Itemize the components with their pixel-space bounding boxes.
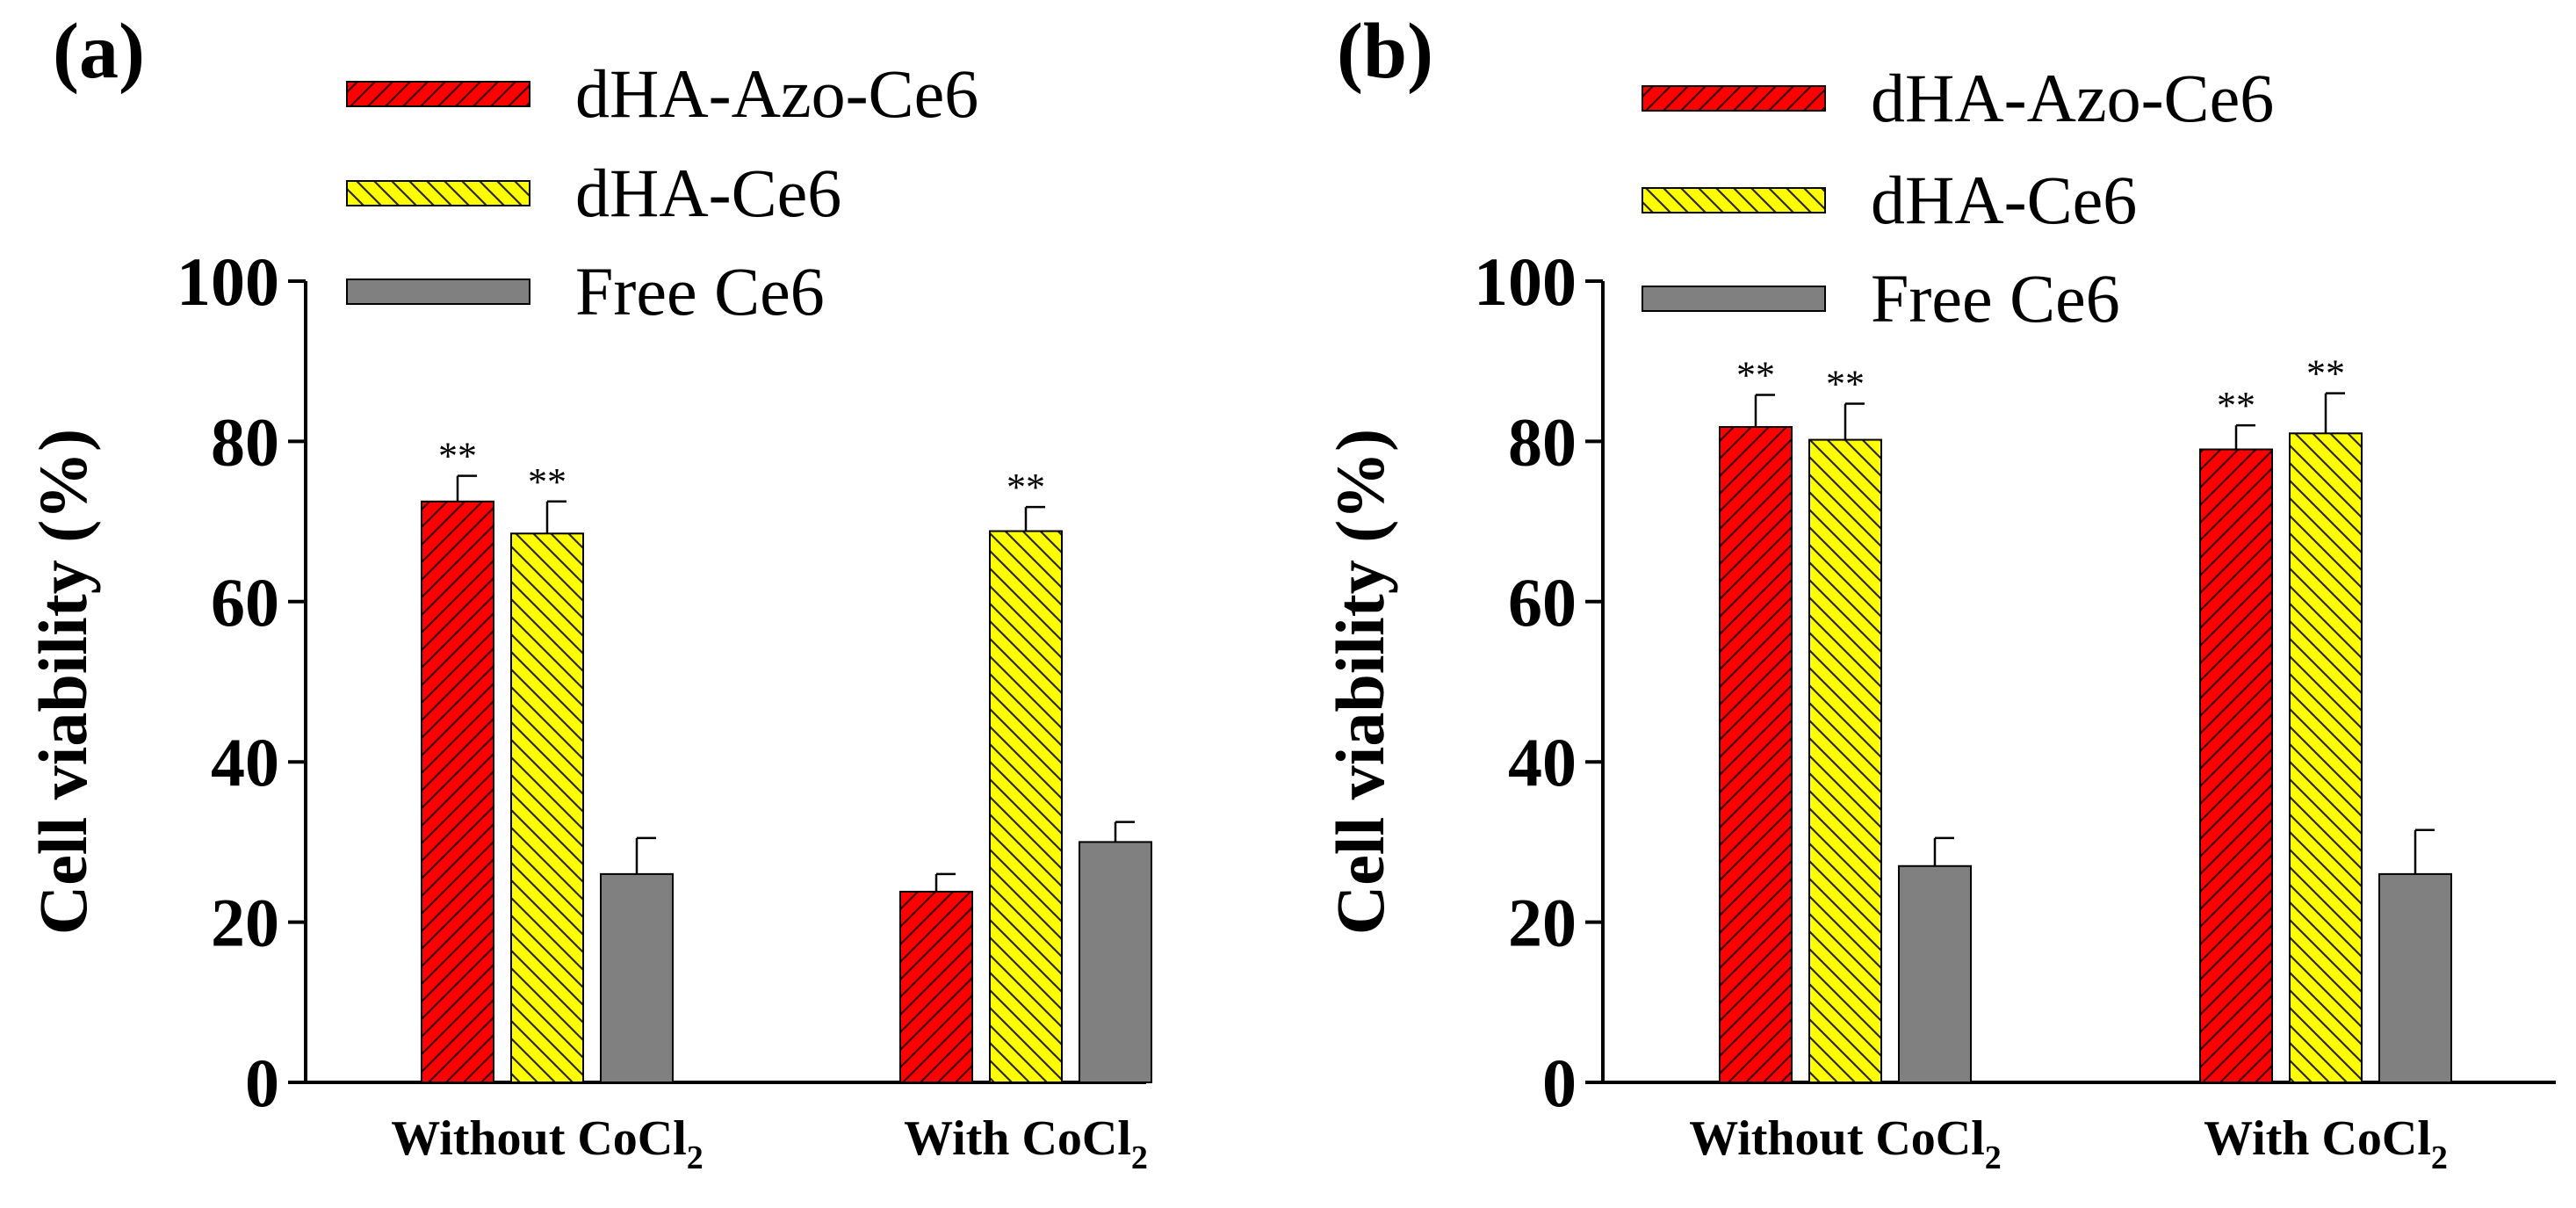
y-tick-label: 80 [1508,403,1577,480]
legend-label: dHA-Ce6 [1871,162,2137,238]
y-tick-label: 0 [1542,1045,1577,1121]
y-axis-label: Cell viability (%) [25,429,101,935]
legend-swatch-dha-ce6 [1642,187,1826,213]
panel-label: (a) [53,8,145,95]
significance-marker: ** [438,435,477,478]
chart-panel-a: (a) dHA-Azo-Ce6 dHA-Ce6 Free Ce6 0 20 40 60 80 10… [25,8,1152,1176]
legend-swatch-free-ce6 [1642,286,1826,312]
x-category-label: With CoCl2 [904,1111,1148,1176]
bar-dha-ce6 [510,532,584,1083]
bar-dha-azo-ce6 [899,890,973,1083]
category-label-main: With CoCl [2204,1111,2431,1166]
legend-swatch-dha-azo-ce6 [346,81,530,107]
bar-dha-ce6 [2289,432,2363,1083]
chart-panel-b: (b) dHA-Azo-Ce6 dHA-Ce6 Free Ce6 0 20 40 60 80 10… [1322,8,2556,1176]
legend-label: dHA-Azo-Ce6 [575,55,978,132]
y-tick-label: 40 [1508,724,1577,800]
bar-free-ce6 [1898,864,1972,1084]
y-tick-label: 20 [211,885,279,961]
y-axis-label: Cell viability (%) [1322,429,1398,935]
legend-label: Free Ce6 [575,253,825,329]
y-tick-label: 20 [1508,885,1577,961]
legend-swatch-free-ce6 [346,278,530,305]
legend-swatch-dha-ce6 [346,180,530,206]
x-category-label: Without CoCl2 [391,1111,704,1176]
y-tick-label: 0 [245,1045,279,1121]
panel-label: (b) [1337,8,1433,95]
bar-free-ce6 [2378,872,2452,1083]
legend-label: Free Ce6 [1871,260,2120,336]
significance-marker: ** [1736,354,1775,397]
category-label-subscript: 2 [1985,1139,2002,1176]
legend-swatch-dha-azo-ce6 [1642,85,1826,112]
legend-label: dHA-Ce6 [575,155,841,231]
bar-dha-azo-ce6 [421,500,494,1083]
bar-dha-azo-ce6 [2199,448,2273,1083]
bar-dha-ce6 [1808,438,1882,1083]
y-tick-label: 60 [211,564,279,640]
significance-marker: ** [1007,466,1045,509]
category-label-subscript: 2 [2431,1139,2448,1176]
significance-marker: ** [2306,352,2345,395]
category-label-main: Without CoCl [391,1111,687,1166]
y-tick-label: 40 [211,724,279,800]
bar-dha-azo-ce6 [1719,425,1793,1083]
bar-free-ce6 [1079,841,1152,1084]
bar-dha-ce6 [989,530,1063,1083]
category-label-subscript: 2 [687,1139,704,1176]
legend: dHA-Azo-Ce6 dHA-Ce6 Free Ce6 [1642,60,2274,336]
x-category-label: Without CoCl2 [1689,1111,2002,1176]
x-category-label: With CoCl2 [2204,1111,2448,1176]
legend: dHA-Azo-Ce6 dHA-Ce6 Free Ce6 [346,55,978,329]
category-label-main: Without CoCl [1689,1111,1985,1166]
y-tick-label: 60 [1508,564,1577,640]
significance-marker: ** [1826,363,1865,406]
y-tick-label: 80 [211,403,279,480]
y-tick-label: 100 [177,243,279,320]
significance-marker: ** [2217,384,2255,427]
category-label-subscript: 2 [1131,1139,1148,1176]
y-tick-label: 100 [1474,243,1577,320]
category-label-main: With CoCl [904,1111,1131,1166]
significance-marker: ** [528,460,566,503]
legend-label: dHA-Azo-Ce6 [1871,60,2274,136]
bar-free-ce6 [600,872,674,1083]
